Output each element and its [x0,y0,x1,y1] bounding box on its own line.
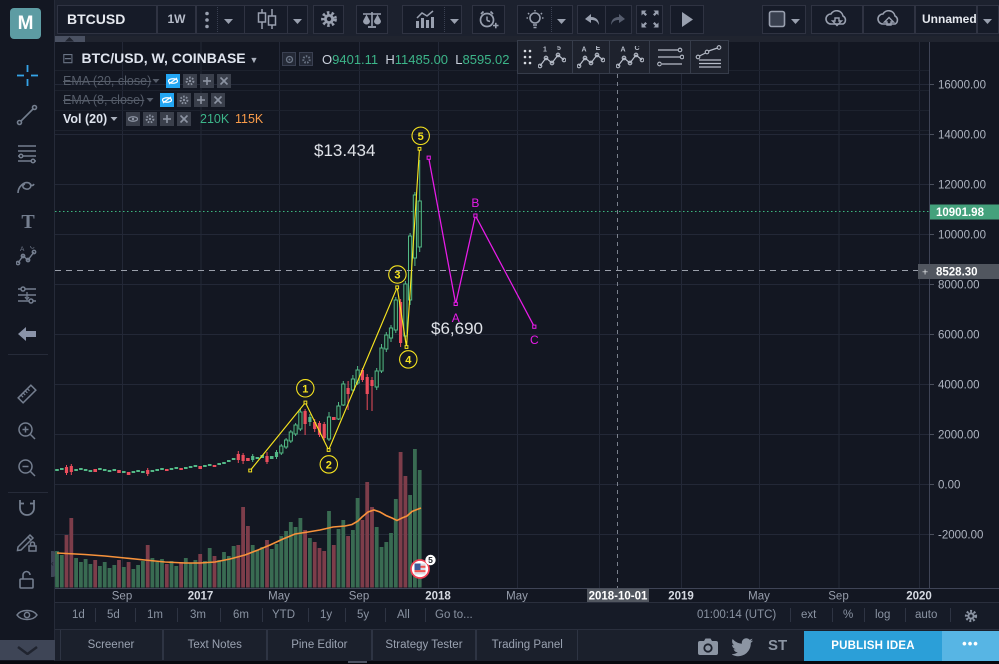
svg-text:8000.00: 8000.00 [938,280,980,292]
svg-text:A: A [452,311,460,325]
svg-text:4: 4 [405,354,412,366]
svg-text:Sep: Sep [112,591,132,603]
svg-text:10901.98: 10901.98 [936,207,985,219]
svg-text:5: 5 [557,46,561,52]
svg-text:C: C [634,46,639,52]
svg-text:5: 5 [418,131,424,143]
svg-text:B: B [471,196,479,210]
svg-text:May: May [506,591,528,603]
svg-text:2020: 2020 [906,591,932,603]
svg-text:1: 1 [302,383,308,395]
svg-text:3: 3 [394,270,400,282]
svg-text:Sep: Sep [828,591,848,603]
svg-text:1: 1 [543,47,547,54]
svg-text:6000.00: 6000.00 [938,330,980,342]
svg-text:10000.00: 10000.00 [938,230,986,242]
svg-text:12000.00: 12000.00 [938,180,986,192]
svg-text:2018-10-01: 2018-10-01 [589,591,648,603]
svg-text:A: A [620,47,625,54]
svg-text:5: 5 [428,555,433,565]
svg-text:14000.00: 14000.00 [938,130,986,142]
svg-text:May: May [748,591,770,603]
svg-text:$6,690: $6,690 [431,319,483,338]
svg-text:-2000.00: -2000.00 [938,530,983,542]
svg-text:2018: 2018 [425,591,451,603]
svg-text:A: A [581,47,586,54]
svg-text:2017: 2017 [188,591,214,603]
svg-text:16000.00: 16000.00 [938,80,986,92]
svg-text:May: May [268,591,290,603]
svg-text:C: C [30,246,35,251]
svg-text:2000.00: 2000.00 [938,430,980,442]
svg-text:4000.00: 4000.00 [938,380,980,392]
svg-text:+: + [922,267,928,279]
svg-text:E: E [596,46,601,52]
svg-text:Sep: Sep [349,591,369,603]
svg-text:8528.30: 8528.30 [936,267,978,279]
svg-text:0.00: 0.00 [938,480,960,492]
svg-text:C: C [530,333,539,347]
svg-text:$13.434: $13.434 [314,141,375,160]
svg-text:2019: 2019 [668,591,694,603]
svg-text:A: A [20,246,25,253]
svg-text:2: 2 [326,459,332,471]
